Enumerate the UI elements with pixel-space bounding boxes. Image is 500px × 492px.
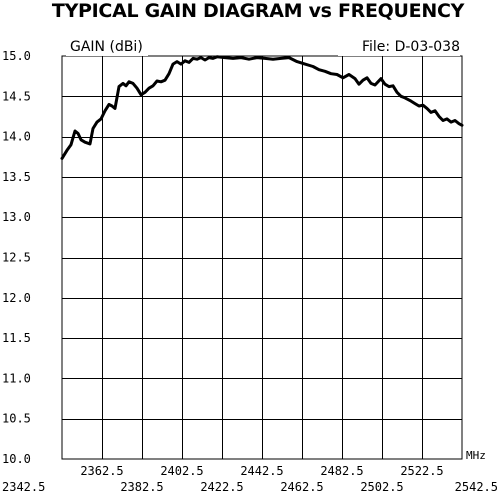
y-tick-label: 11.5 <box>2 331 31 345</box>
x-tick-label: 2482.5 <box>320 464 363 478</box>
x-tick-labels: 2362.5 2402.5 2442.5 2482.5 2522.5 2342.5 2382… <box>2 464 498 492</box>
y-tick-labels: 15.0 14.5 14.0 13.5 13.0 12.5 12.0 11.5 11.0 10.5… <box>2 49 31 466</box>
y-tick-label: 15.0 <box>2 49 31 63</box>
file-label-backdrop <box>338 37 460 56</box>
x-tick-label: 2402.5 <box>160 464 203 478</box>
x-unit-label: MHz <box>466 449 486 462</box>
y-tick-label: 13.0 <box>2 210 31 224</box>
x-tick-label: 2542.5 <box>455 480 498 492</box>
y-tick-label: 14.5 <box>2 89 31 103</box>
x-tick-label: 2502.5 <box>360 480 403 492</box>
grid <box>62 56 462 459</box>
ylabel-backdrop <box>66 37 148 56</box>
y-tick-label: 11.0 <box>2 371 31 385</box>
x-tick-label: 2362.5 <box>80 464 123 478</box>
x-tick-label: 2422.5 <box>200 480 243 492</box>
y-tick-label: 14.0 <box>2 130 31 144</box>
x-tick-label: 2342.5 <box>2 480 45 492</box>
x-tick-label: 2382.5 <box>120 480 163 492</box>
file-label: File: D-03-038 <box>362 39 460 55</box>
chart-title: TYPICAL GAIN DIAGRAM vs FREQUENCY <box>52 0 465 22</box>
x-tick-label: 2462.5 <box>280 480 323 492</box>
y-tick-label: 13.5 <box>2 170 31 184</box>
x-tick-label: 2442.5 <box>240 464 283 478</box>
y-tick-label: 12.5 <box>2 251 31 265</box>
x-tick-label: 2522.5 <box>400 464 443 478</box>
y-tick-label: 10.0 <box>2 452 31 466</box>
plot-frame <box>61 55 463 460</box>
y-tick-label: 10.5 <box>2 412 31 426</box>
gain-curve <box>60 55 464 160</box>
y-tick-label: 12.0 <box>2 291 31 305</box>
y-axis-label: GAIN (dBi) <box>70 39 143 55</box>
